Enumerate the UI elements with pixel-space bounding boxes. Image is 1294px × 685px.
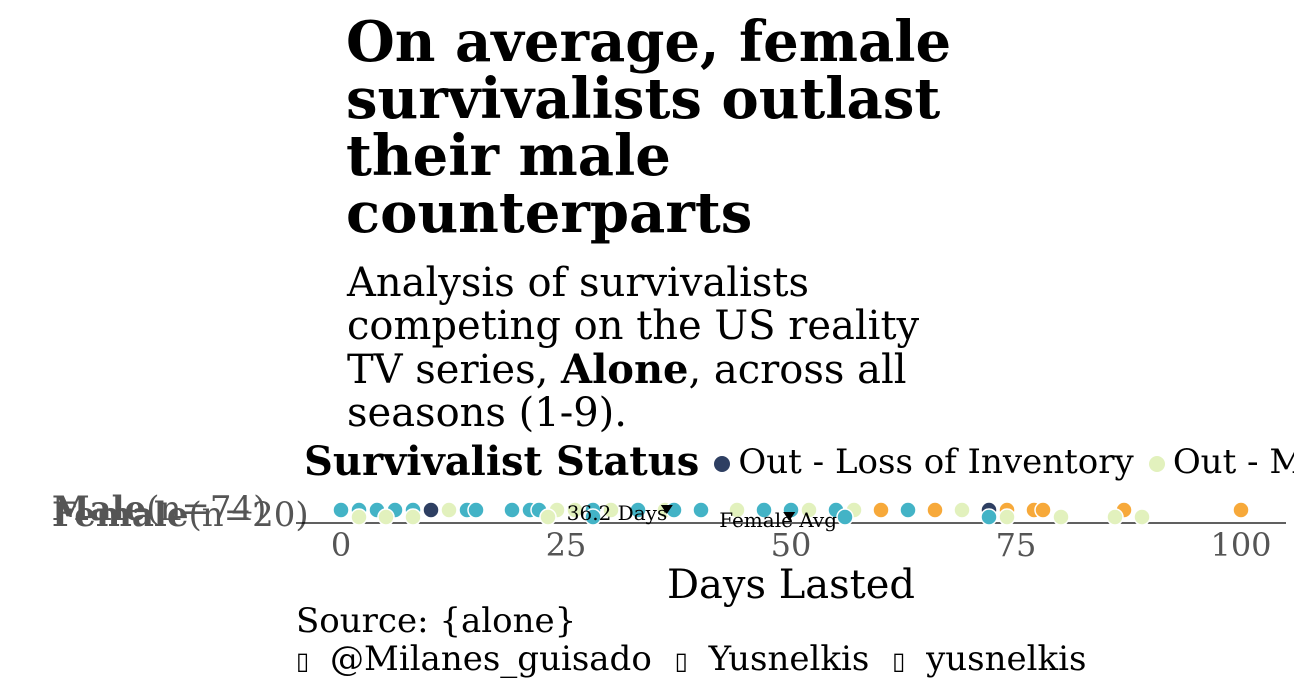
group-label-female: Female(n=20) — [52, 495, 309, 535]
data-point-male — [872, 501, 890, 519]
legend-item-loss-of-inventory: Out - Loss of Inventory — [714, 441, 1134, 482]
data-point-female — [1052, 508, 1070, 526]
data-point-female — [998, 508, 1016, 526]
average-marker-male — [660, 505, 673, 514]
data-point-male — [1034, 501, 1052, 519]
data-point-male — [728, 501, 746, 519]
data-point-male — [332, 501, 350, 519]
github-handle: yusnelkis — [926, 639, 1087, 679]
github-icon: ▯ — [892, 647, 906, 675]
group-label-count: (n=74) — [146, 489, 266, 529]
data-point-male — [953, 501, 971, 519]
data-point-female — [1133, 508, 1151, 526]
data-point-female — [404, 508, 422, 526]
legend-swatch-loss-of-inventory — [714, 455, 731, 472]
group-label-name: Male — [52, 489, 146, 529]
data-point-male — [926, 501, 944, 519]
chart-legend: Survivalist Status Out - Loss of Invento… — [304, 438, 1294, 488]
legend-label-loss-of-inventory: Out - Loss of Inventory — [738, 441, 1134, 482]
legend-item-medical-health: Out - Medical/Health — [1148, 441, 1294, 482]
data-point-male — [422, 501, 440, 519]
average-label-male: 36.2 Days — [567, 501, 667, 525]
average-label-female: Female Avg — [719, 508, 837, 532]
linkedin-icon: ▯ — [674, 647, 688, 675]
group-label-count: (n=20) — [188, 495, 308, 535]
legend-swatch-medical-health — [1148, 455, 1165, 472]
data-point-male — [692, 501, 710, 519]
twitter-handle: @Milanes_guisado — [330, 639, 652, 679]
data-point-female — [584, 508, 602, 526]
data-point-male — [566, 501, 584, 519]
x-tick-label: 100 — [1210, 526, 1271, 564]
data-point-male — [440, 501, 458, 519]
caption: Source: {alone} ▯ @Milanes_guisado ▯ Yusne… — [296, 602, 1098, 680]
x-tick-label: 25 — [546, 526, 587, 564]
data-point-male — [629, 501, 647, 519]
data-point-female — [836, 508, 854, 526]
data-point-female — [539, 508, 557, 526]
data-point-male — [602, 501, 620, 519]
linkedin-handle: Yusnelkis — [708, 639, 870, 679]
subtitle-prefix: Analysis of survivalists competing on th… — [347, 260, 920, 393]
data-point-male — [467, 501, 485, 519]
social-handles: ▯ @Milanes_guisado ▯ Yusnelkis ▯ yusnelkis — [296, 640, 1098, 680]
data-point-female — [980, 508, 998, 526]
x-axis-title: Days Lasted — [667, 562, 915, 608]
average-marker-female — [783, 512, 796, 521]
x-tick-label: 50 — [771, 526, 812, 564]
group-label-name: Female — [52, 495, 188, 535]
data-point-male — [755, 501, 773, 519]
dot-plot: Male(n=74)Female(n=20) 36.2 Days Female Av… — [52, 489, 1286, 608]
subtitle-show-name: Alone — [561, 346, 689, 393]
data-point-male — [800, 501, 818, 519]
legend-title: Survivalist Status — [304, 438, 700, 485]
data-point-male — [503, 501, 521, 519]
group-label-male: Male(n=74) — [52, 489, 266, 529]
x-tick-label: 75 — [996, 526, 1037, 564]
x-tick-label: 0 — [331, 526, 351, 564]
chart-subtitle: Analysis of survivalists competing on th… — [347, 262, 987, 435]
data-point-male — [899, 501, 917, 519]
data-point-female — [377, 508, 395, 526]
twitter-icon: ▯ — [296, 647, 310, 675]
data-point-female — [1106, 508, 1124, 526]
source-note: Source: {alone} — [296, 601, 577, 641]
data-point-male — [1232, 501, 1250, 519]
chart-title: On average, female survivalists outlast … — [346, 9, 952, 246]
data-point-female — [350, 508, 368, 526]
legend-label-medical-health: Out - Medical/Health — [1172, 441, 1294, 482]
subtitle-suffix: , across all seasons (1-9). — [347, 347, 907, 436]
